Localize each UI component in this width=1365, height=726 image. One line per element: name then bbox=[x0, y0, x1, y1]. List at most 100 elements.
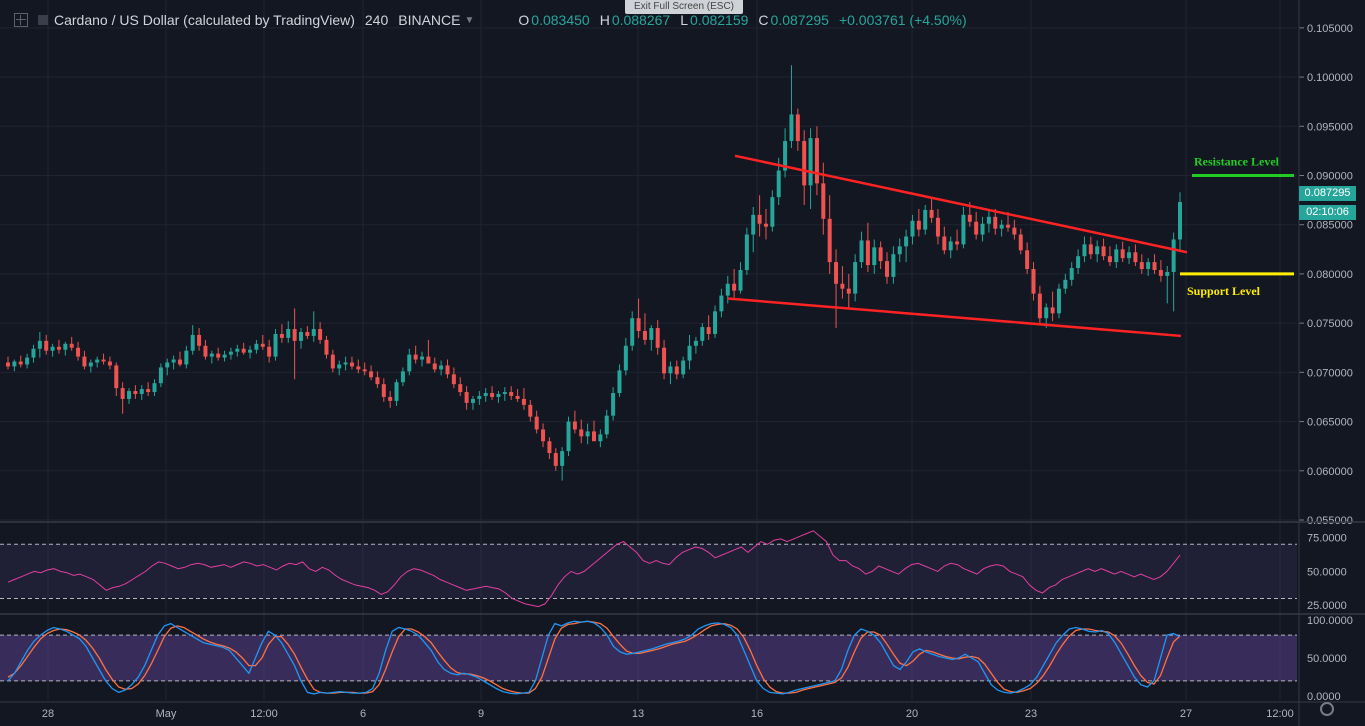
candle-body bbox=[146, 389, 151, 393]
candle-body bbox=[12, 361, 17, 367]
candle-body bbox=[394, 382, 399, 401]
candle-body bbox=[1133, 252, 1138, 263]
candle-body bbox=[311, 329, 316, 336]
candle-body bbox=[152, 383, 157, 393]
candle-body bbox=[330, 354, 335, 369]
candle-body bbox=[955, 241, 960, 245]
candle-body bbox=[802, 141, 807, 186]
y-tick-label: 0.095000 bbox=[1307, 121, 1353, 133]
candle-body bbox=[885, 261, 889, 277]
candle-body bbox=[292, 329, 297, 341]
x-tick-label: 16 bbox=[751, 708, 763, 720]
candle-body bbox=[1139, 262, 1144, 269]
rsi-tick-label: 50.0000 bbox=[1307, 566, 1347, 578]
candle-body bbox=[458, 384, 463, 393]
exit-fullscreen-button[interactable]: Exit Full Screen (ESC) bbox=[625, 0, 743, 14]
candle-body bbox=[177, 359, 182, 365]
candle-body bbox=[744, 234, 749, 270]
candle-body bbox=[420, 356, 425, 360]
candle-body bbox=[808, 138, 813, 186]
candle-body bbox=[547, 441, 552, 454]
expand-icon[interactable] bbox=[14, 13, 28, 27]
chevron-down-icon[interactable]: ▼ bbox=[464, 14, 475, 26]
candle-body bbox=[534, 416, 539, 430]
candle-body bbox=[50, 346, 55, 351]
exchange[interactable]: BINANCE bbox=[398, 12, 461, 28]
candle-body bbox=[592, 431, 596, 442]
candle-body bbox=[432, 363, 437, 370]
candle-body bbox=[362, 369, 367, 372]
candle-body bbox=[732, 283, 737, 291]
candle-body bbox=[706, 327, 711, 334]
candle-body bbox=[986, 216, 991, 224]
candle-body bbox=[445, 365, 450, 375]
candle-body bbox=[184, 350, 189, 365]
y-tick-label: 0.070000 bbox=[1307, 367, 1353, 379]
candle-body bbox=[375, 377, 380, 385]
candle-body bbox=[279, 333, 284, 338]
candle-body bbox=[356, 366, 361, 370]
candle-body bbox=[1114, 249, 1119, 263]
candle-body bbox=[1120, 249, 1125, 259]
rsi-tick-label: 75.0000 bbox=[1307, 533, 1347, 545]
candle-body bbox=[617, 370, 622, 394]
candle-body bbox=[1101, 246, 1106, 257]
candle-body bbox=[133, 391, 138, 395]
candle-body bbox=[369, 371, 374, 378]
candle-body bbox=[496, 394, 501, 397]
candle-body bbox=[318, 329, 323, 340]
candle-body bbox=[470, 398, 475, 403]
candle-body bbox=[381, 384, 386, 397]
candle-body bbox=[1095, 246, 1100, 255]
candle-body bbox=[859, 240, 864, 263]
candle-body bbox=[1178, 202, 1182, 240]
candle-body bbox=[451, 374, 456, 385]
x-tick-label: 23 bbox=[1025, 708, 1037, 720]
candle-body bbox=[572, 421, 577, 430]
candle-body bbox=[6, 362, 10, 367]
lower-trend-line bbox=[727, 297, 1182, 338]
candle-body bbox=[846, 288, 851, 294]
candle-body bbox=[254, 343, 259, 350]
symbol-name[interactable]: Cardano / US Dollar (calculated by Tradi… bbox=[54, 12, 355, 28]
candle-body bbox=[139, 389, 144, 395]
candle-body bbox=[840, 283, 845, 289]
candle-body bbox=[203, 345, 208, 357]
candle-body bbox=[662, 347, 667, 374]
candle-body bbox=[18, 361, 23, 365]
x-tick-label: 12:00 bbox=[1266, 708, 1294, 720]
stoch-tick-label: 50.0000 bbox=[1307, 653, 1347, 665]
candle-body bbox=[63, 343, 68, 350]
candle-body bbox=[127, 391, 132, 399]
x-tick-label: 13 bbox=[632, 708, 644, 720]
close-label: C bbox=[758, 12, 769, 28]
candle-body bbox=[1050, 307, 1055, 314]
rsi-tick-label: 25.0000 bbox=[1307, 600, 1347, 612]
x-tick-label: 28 bbox=[42, 708, 54, 720]
candle-body bbox=[865, 240, 870, 266]
interval[interactable]: 240 bbox=[364, 12, 389, 28]
candle-body bbox=[783, 141, 788, 171]
candle-body bbox=[171, 359, 176, 363]
candle-body bbox=[1018, 234, 1023, 251]
candle-body bbox=[700, 327, 705, 341]
candle-body bbox=[165, 362, 170, 368]
candle-body bbox=[980, 223, 985, 235]
candle-body bbox=[248, 349, 253, 353]
candle-body bbox=[935, 217, 940, 237]
candle-body bbox=[299, 331, 303, 341]
candle-body bbox=[948, 241, 953, 251]
candle-body bbox=[910, 220, 915, 237]
candle-body bbox=[598, 434, 603, 442]
candle-body bbox=[1127, 252, 1132, 259]
candle-body bbox=[916, 220, 921, 230]
candle-body bbox=[1012, 227, 1017, 235]
stoch-k-line bbox=[7, 620, 1181, 695]
gear-icon[interactable] bbox=[1320, 702, 1334, 716]
y-tick-label: 0.065000 bbox=[1307, 417, 1353, 429]
candle-body bbox=[763, 223, 768, 227]
upper-trend-line bbox=[734, 154, 1188, 254]
candle-body bbox=[76, 347, 81, 357]
candle-body bbox=[961, 214, 966, 245]
